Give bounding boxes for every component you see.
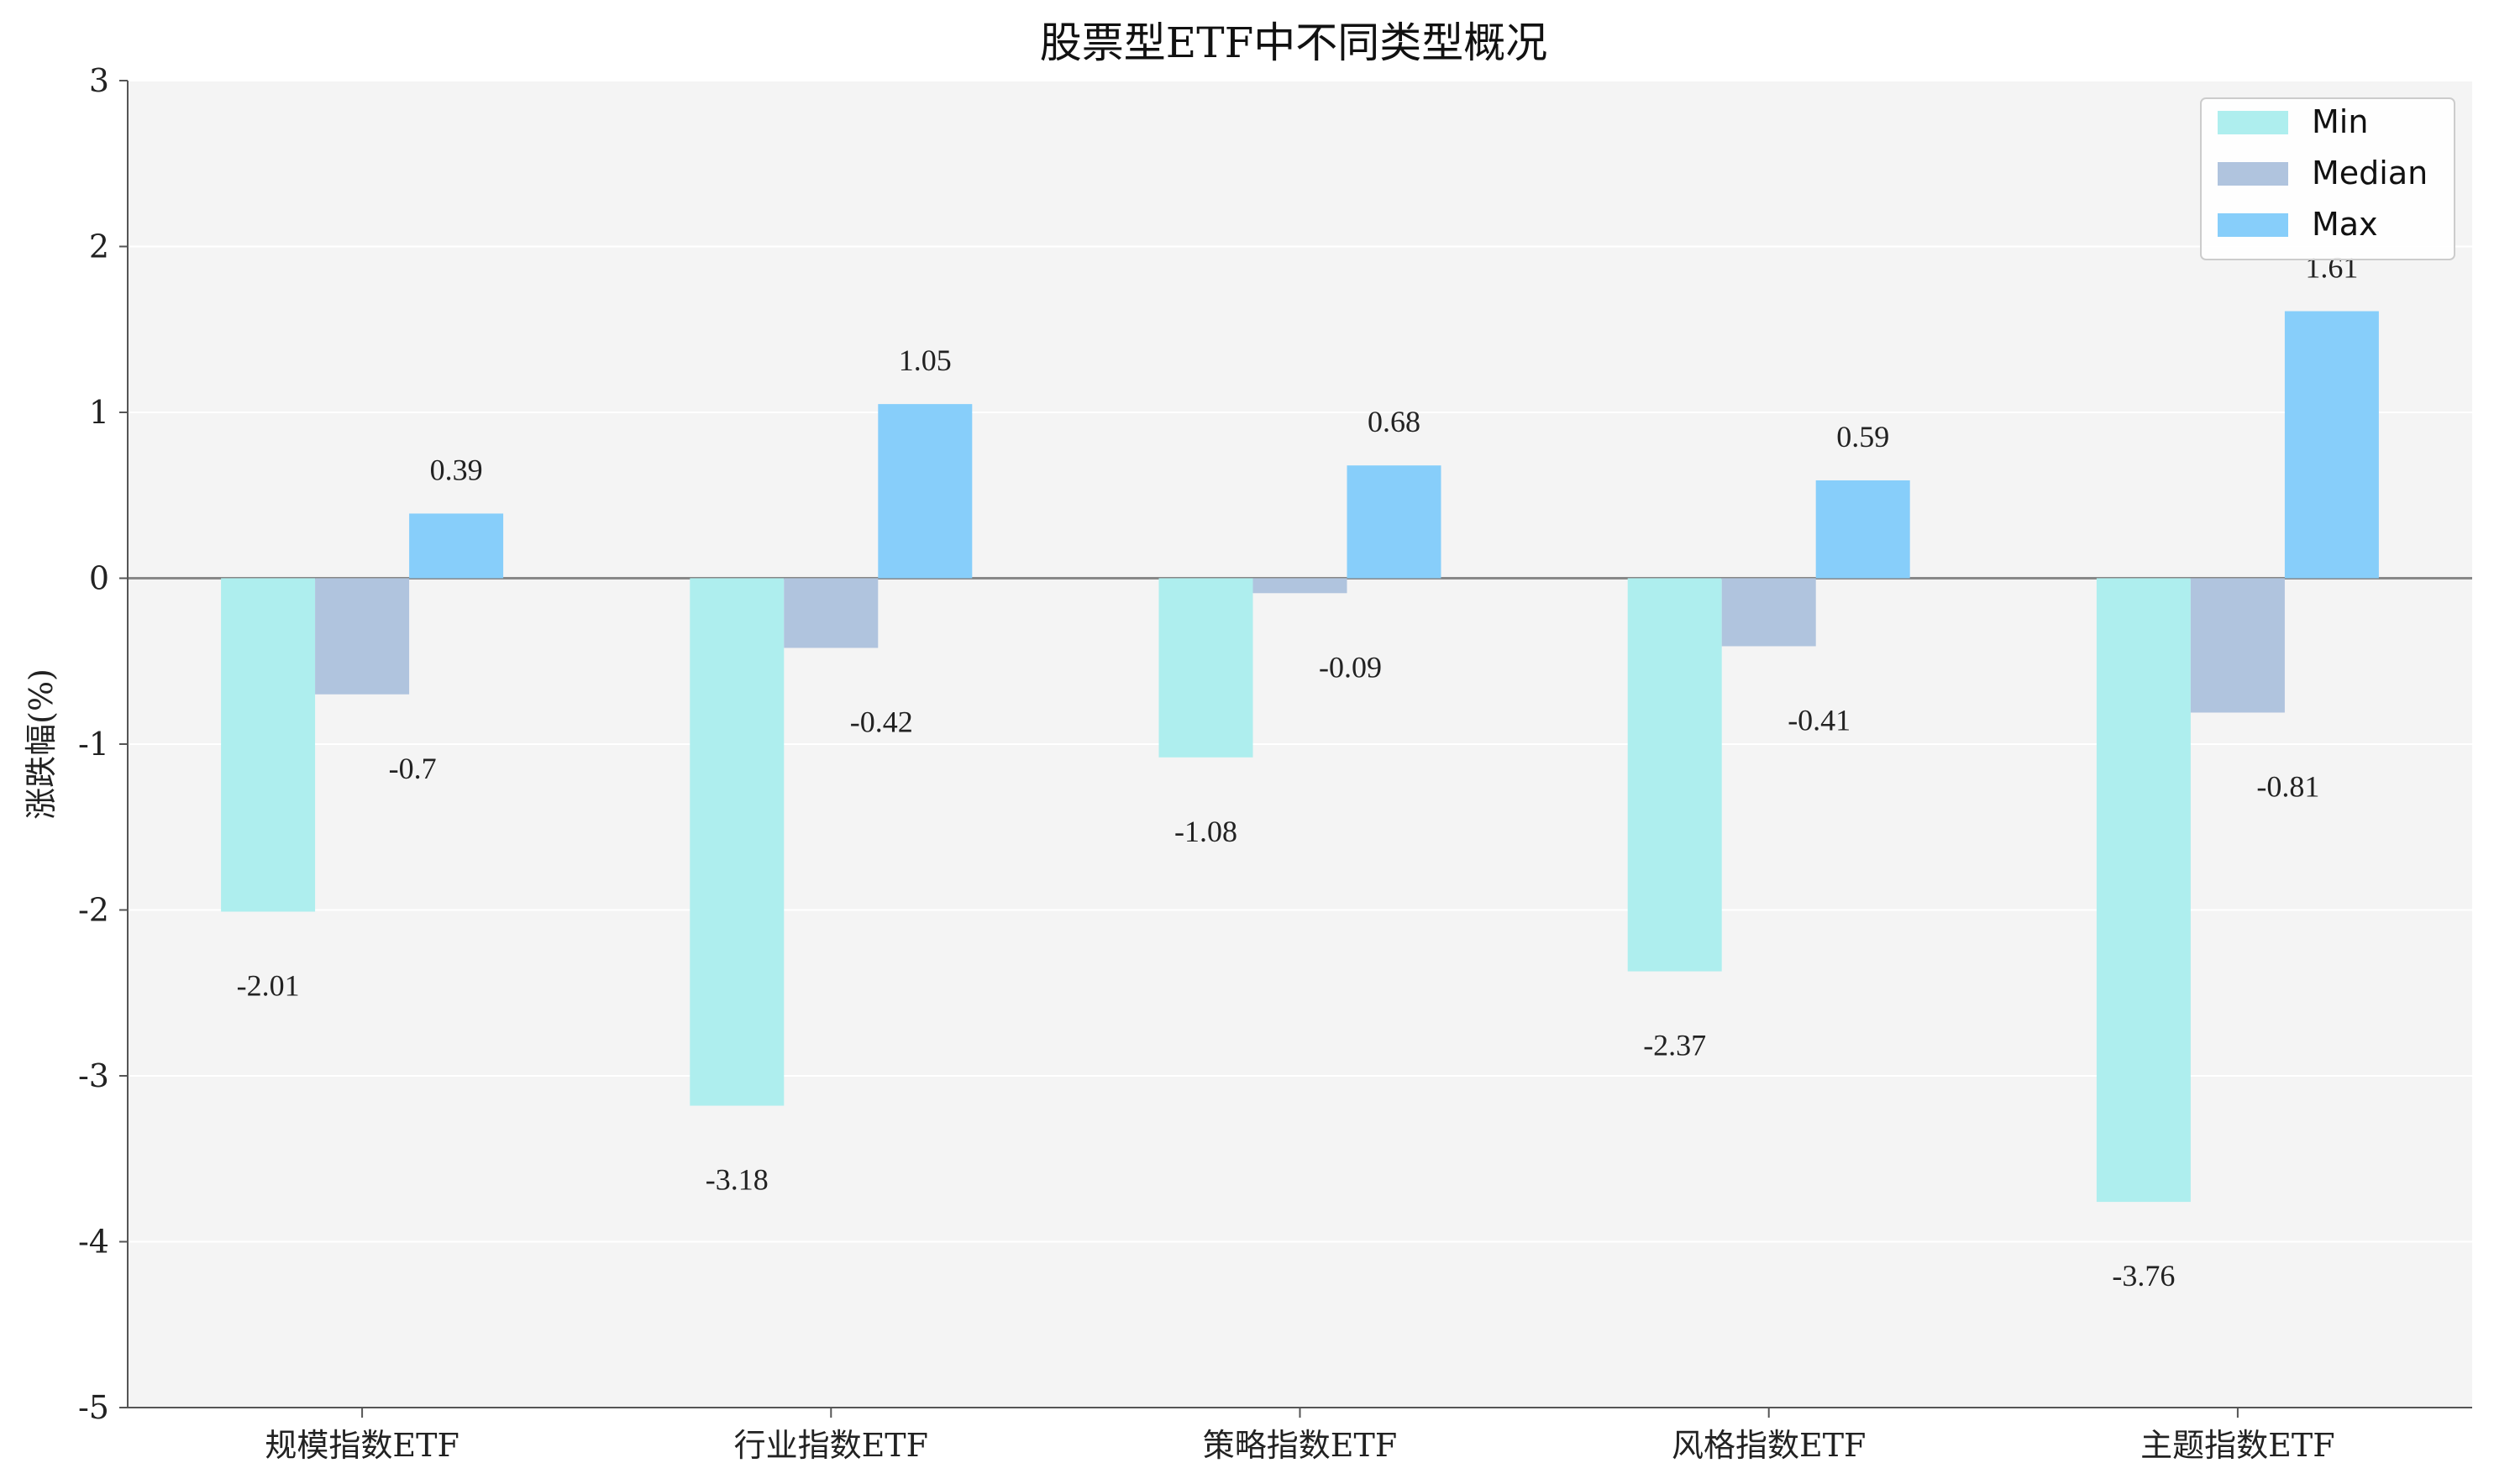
data-label: 0.39 [430,453,483,486]
bar-median [784,578,879,648]
legend-swatch-median [2218,162,2288,186]
data-label: -0.81 [2256,769,2319,803]
y-tick-label: 3 [89,62,109,99]
data-label: -0.7 [389,752,437,785]
y-tick-label: -5 [78,1389,109,1426]
bar-max [1815,480,1910,579]
bar-median [1252,578,1347,594]
x-tick-label: 策略指数ETF [1203,1427,1397,1464]
bar-median [1721,578,1816,647]
legend-label-median: Median [2312,155,2428,191]
legend: Min Median Max [2200,97,2455,260]
data-label: 1.05 [899,343,952,377]
y-tick-label: -2 [78,892,109,929]
data-label: -0.42 [850,705,913,738]
bar-min [221,578,316,912]
y-tick-label: 0 [89,560,109,597]
data-label: -3.18 [706,1163,769,1197]
legend-label-min: Min [2312,103,2368,140]
bar-min [1158,578,1253,758]
bar-max [1347,465,1441,579]
bar-median [2190,578,2285,713]
data-label: -0.09 [1319,650,1382,684]
data-label: -0.41 [1788,703,1851,737]
bar-min [1627,578,1722,972]
bar-max [2284,311,2379,579]
bar-median [315,578,410,695]
bars [221,311,2379,1203]
data-label: 0.68 [1368,405,1420,438]
bar-max [409,513,504,579]
legend-swatch-min [2218,111,2288,134]
x-tick-label: 风格指数ETF [1672,1427,1866,1464]
data-label: -1.08 [1174,815,1237,848]
bar-max [878,404,973,579]
bar-min [2096,578,2191,1203]
legend-label-max: Max [2312,206,2378,243]
chart-title: 股票型ETF中不同类型概况 [1040,18,1548,67]
data-label: -2.37 [1643,1029,1706,1062]
y-tick-label: -1 [78,726,109,763]
data-label: -2.01 [237,968,300,1002]
legend-swatch-max [2218,213,2288,237]
y-ticks: 3 2 1 0 -1 -2 -3 -4 -5 [78,62,128,1426]
bar-min [690,578,785,1106]
x-tick-label: 主题指数ETF [2140,1427,2334,1464]
x-tick-label: 规模指数ETF [265,1427,459,1464]
x-ticks: 规模指数ETF 行业指数ETF 策略指数ETF 风格指数ETF 主题指数ETF [265,1408,2335,1464]
data-label: 0.59 [1836,420,1889,454]
y-tick-label: 1 [89,394,109,431]
y-tick-label: -4 [78,1224,109,1261]
data-labels: -2.01 -0.7 0.39 -3.18 -0.42 1.05 -1.08 -0.09 0.6… [237,251,2359,1293]
data-label: -3.76 [2112,1259,2175,1293]
y-axis-label: 涨跌幅(%) [23,669,60,820]
y-tick-label: -3 [78,1057,109,1094]
x-tick-label: 行业指数ETF [734,1427,928,1464]
y-tick-label: 2 [89,228,109,265]
